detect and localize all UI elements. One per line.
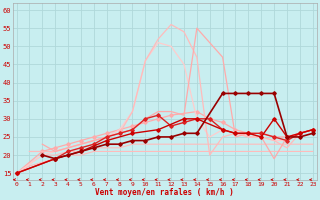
X-axis label: Vent moyen/en rafales ( km/h ): Vent moyen/en rafales ( km/h ) xyxy=(95,188,234,197)
